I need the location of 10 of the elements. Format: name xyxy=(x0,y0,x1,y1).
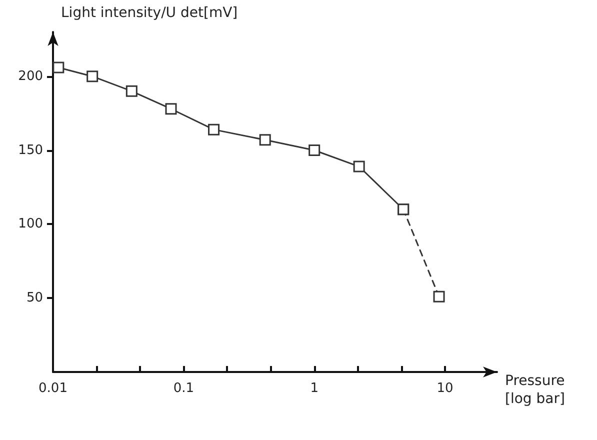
x-tick-label: 1 xyxy=(310,381,318,396)
x-tick-label: 10 xyxy=(436,381,454,396)
y-tick-label: 50 xyxy=(26,290,43,306)
y-tick-label: 150 xyxy=(18,142,43,158)
y-axis-title: Light intensity/U det[mV] xyxy=(61,5,238,21)
x-tick-label: 0.1 xyxy=(173,381,194,396)
x-axis-title: Pressure [log bar] xyxy=(505,373,565,407)
x-tick-label: 0.01 xyxy=(38,381,68,396)
y-tick-label: 100 xyxy=(18,216,43,232)
y-tick-label: 200 xyxy=(18,68,43,84)
